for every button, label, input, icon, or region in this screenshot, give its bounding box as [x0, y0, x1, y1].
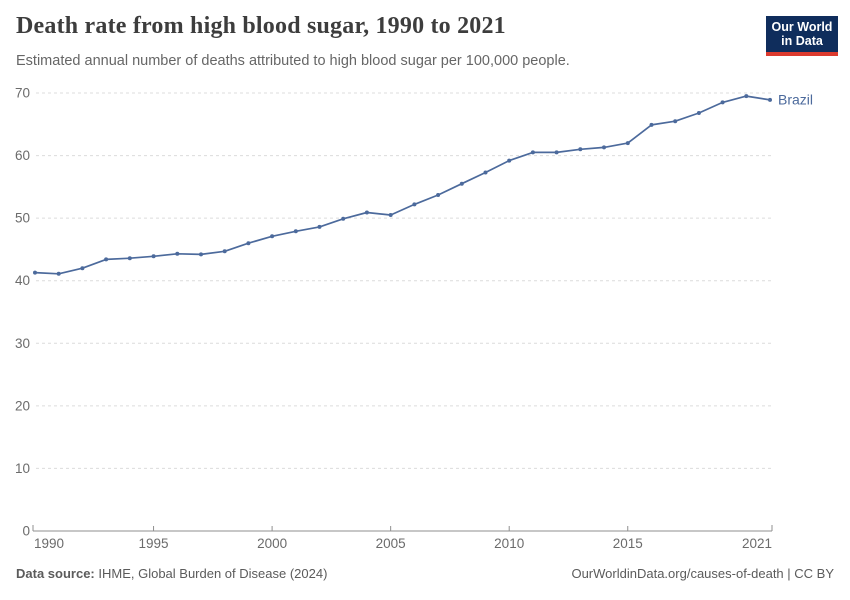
- data-point[interactable]: [554, 150, 559, 155]
- data-point[interactable]: [744, 94, 749, 99]
- data-point[interactable]: [459, 181, 464, 186]
- x-tick-label: 1995: [139, 536, 169, 551]
- y-tick-label: 0: [22, 524, 30, 539]
- data-point[interactable]: [483, 170, 488, 175]
- data-point[interactable]: [578, 147, 583, 152]
- owid-logo-line1: Our World: [771, 20, 833, 34]
- series-label-brazil[interactable]: Brazil: [778, 91, 813, 107]
- chart-subtitle: Estimated annual number of deaths attrib…: [16, 53, 570, 69]
- data-point[interactable]: [80, 266, 85, 271]
- x-tick-label: 2021: [742, 536, 772, 551]
- y-tick-label: 10: [15, 461, 30, 476]
- data-point[interactable]: [696, 111, 701, 115]
- y-tick-label: 20: [15, 398, 30, 413]
- data-point[interactable]: [602, 145, 606, 150]
- y-tick-label: 60: [15, 148, 30, 163]
- data-point[interactable]: [293, 229, 298, 234]
- y-tick-label: 70: [15, 86, 30, 101]
- y-tick-label: 30: [15, 336, 30, 351]
- brazil-line-series[interactable]: [34, 95, 771, 275]
- data-point[interactable]: [127, 256, 132, 261]
- page-title: Death rate from high blood sugar, 1990 t…: [16, 13, 506, 39]
- data-point[interactable]: [199, 252, 203, 257]
- data-point[interactable]: [507, 158, 512, 163]
- data-point[interactable]: [222, 249, 227, 254]
- data-point[interactable]: [175, 251, 180, 256]
- data-source-text: IHME, Global Burden of Disease (2024): [94, 566, 328, 581]
- data-source: Data source: IHME, Global Burden of Dise…: [16, 566, 327, 581]
- data-point[interactable]: [341, 216, 346, 221]
- owid-logo[interactable]: Our World in Data: [766, 16, 838, 56]
- x-tick-label: 2000: [257, 536, 287, 551]
- data-point[interactable]: [412, 202, 417, 207]
- x-tick-label: 2015: [613, 536, 643, 551]
- data-point[interactable]: [317, 224, 322, 229]
- y-tick-label: 40: [15, 273, 30, 288]
- data-point[interactable]: [104, 257, 109, 262]
- data-point[interactable]: [436, 193, 441, 197]
- data-point[interactable]: [530, 150, 535, 155]
- chart-svg: 0 10 20 30 40 50 60 70 1990 1995 2000 2005 2010 2015 2…: [15, 86, 813, 551]
- data-point[interactable]: [625, 141, 630, 146]
- data-point[interactable]: [246, 241, 251, 246]
- data-point[interactable]: [364, 210, 369, 215]
- owid-logo-line2: in Data: [781, 34, 823, 48]
- x-tick-label: 1990: [34, 536, 64, 551]
- x-tick-label: 2005: [376, 536, 406, 551]
- data-point[interactable]: [33, 270, 37, 275]
- data-point[interactable]: [56, 271, 61, 276]
- data-point[interactable]: [270, 234, 275, 239]
- data-point[interactable]: [673, 119, 678, 124]
- y-tick-label: 50: [15, 211, 30, 226]
- chart-footer: Data source: IHME, Global Burden of Dise…: [16, 566, 834, 581]
- data-point[interactable]: [151, 254, 156, 259]
- data-point[interactable]: [388, 213, 393, 217]
- data-point[interactable]: [649, 122, 654, 127]
- data-point[interactable]: [768, 97, 772, 102]
- x-tick-label: 2010: [494, 536, 524, 551]
- license-text: OurWorldinData.org/causes-of-death | CC …: [571, 566, 834, 581]
- data-point[interactable]: [720, 100, 725, 105]
- data-source-label: Data source:: [16, 566, 95, 581]
